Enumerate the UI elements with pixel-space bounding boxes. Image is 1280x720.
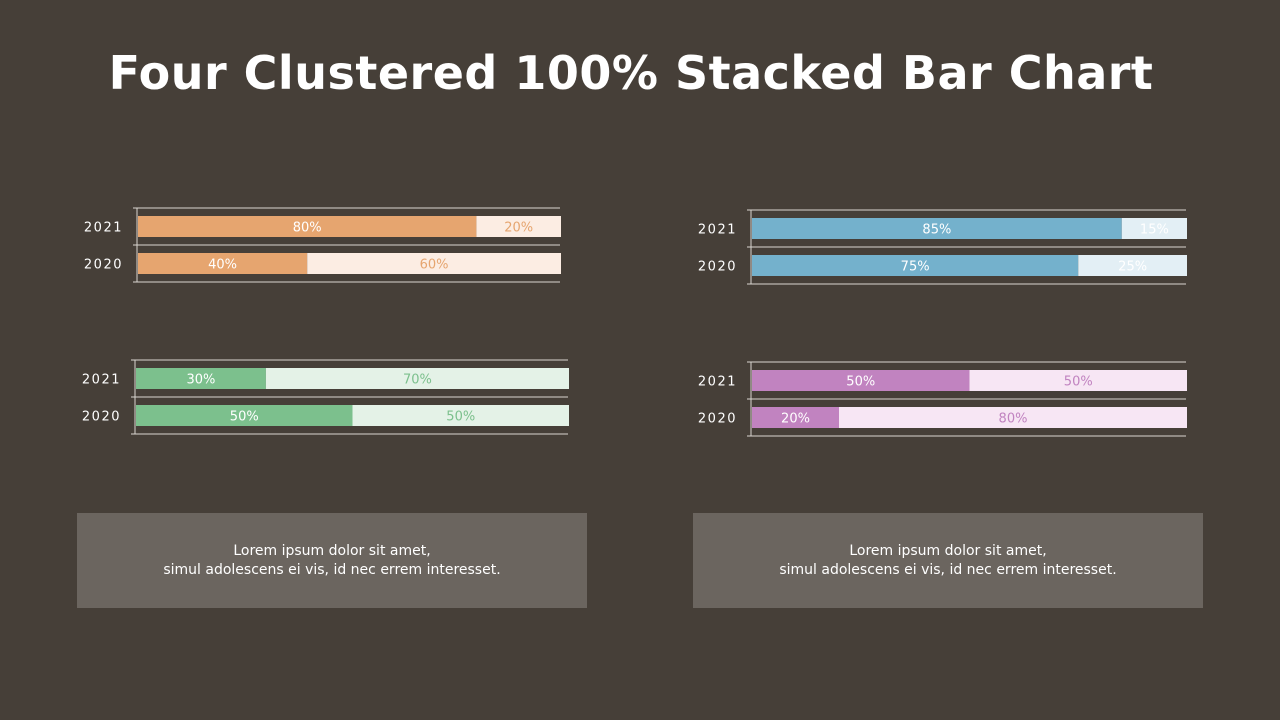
bar-segment: [136, 368, 266, 389]
bar-segment: [969, 370, 1187, 391]
y-tick-label: 2020: [84, 258, 123, 273]
bar-segment: [352, 405, 569, 426]
note-left-line2: simul adolescens ei vis, id nec errem in…: [163, 561, 501, 578]
data-label: 80%: [293, 221, 322, 236]
note-right-line1: Lorem ipsum dolor sit amet,: [849, 542, 1047, 559]
chart-top-right: 2021 85% 15% 2020 75% 25%: [698, 209, 1187, 285]
bar-segment: [1121, 218, 1187, 239]
y-tick-label: 2020: [698, 412, 737, 427]
bar-segment: [476, 216, 561, 237]
bar-segment: [752, 255, 1079, 276]
y-tick-label: 2021: [698, 375, 737, 390]
data-label: 40%: [208, 258, 237, 273]
y-tick-label: 2021: [698, 223, 737, 238]
data-label: 70%: [403, 373, 432, 388]
bar-segment: [752, 370, 970, 391]
data-label: 50%: [230, 410, 259, 425]
y-tick-label: 2020: [698, 260, 737, 275]
data-label: 75%: [901, 260, 930, 275]
note-right-line2: simul adolescens ei vis, id nec errem in…: [779, 561, 1117, 578]
note-left-line1: Lorem ipsum dolor sit amet,: [233, 542, 431, 559]
data-label: 50%: [1064, 375, 1093, 390]
data-label: 85%: [922, 223, 951, 238]
data-label: 80%: [999, 412, 1028, 427]
note-box-left: Lorem ipsum dolor sit amet, simul adoles…: [77, 513, 587, 608]
chart-top-left: 2021 80% 20% 2020 40% 60%: [84, 207, 561, 283]
y-tick-label: 2020: [82, 410, 121, 425]
data-label: 50%: [446, 410, 475, 425]
chart-bottom-left: 2021 30% 70% 2020 50% 50%: [82, 359, 569, 435]
bar-segment: [752, 407, 839, 428]
chart-bottom-right: 2021 50% 50% 2020 20% 80%: [698, 361, 1187, 437]
data-label: 15%: [1140, 223, 1169, 238]
data-label: 50%: [846, 375, 875, 390]
data-label: 20%: [504, 221, 533, 236]
page-title: Four Clustered 100% Stacked Bar Chart: [108, 46, 1154, 100]
bar-segment: [136, 405, 353, 426]
bar-segment: [265, 368, 569, 389]
y-tick-label: 2021: [84, 221, 123, 236]
bar-segment: [839, 407, 1187, 428]
data-label: 30%: [186, 373, 215, 388]
data-label: 20%: [781, 412, 810, 427]
note-box-right: Lorem ipsum dolor sit amet, simul adoles…: [693, 513, 1203, 608]
y-tick-label: 2021: [82, 373, 121, 388]
data-label: 60%: [420, 258, 449, 273]
bar-segment: [138, 216, 477, 237]
bar-segment: [752, 218, 1122, 239]
bar-segment: [307, 253, 561, 274]
bar-segment: [1078, 255, 1187, 276]
data-label: 25%: [1118, 260, 1147, 275]
bar-segment: [138, 253, 308, 274]
